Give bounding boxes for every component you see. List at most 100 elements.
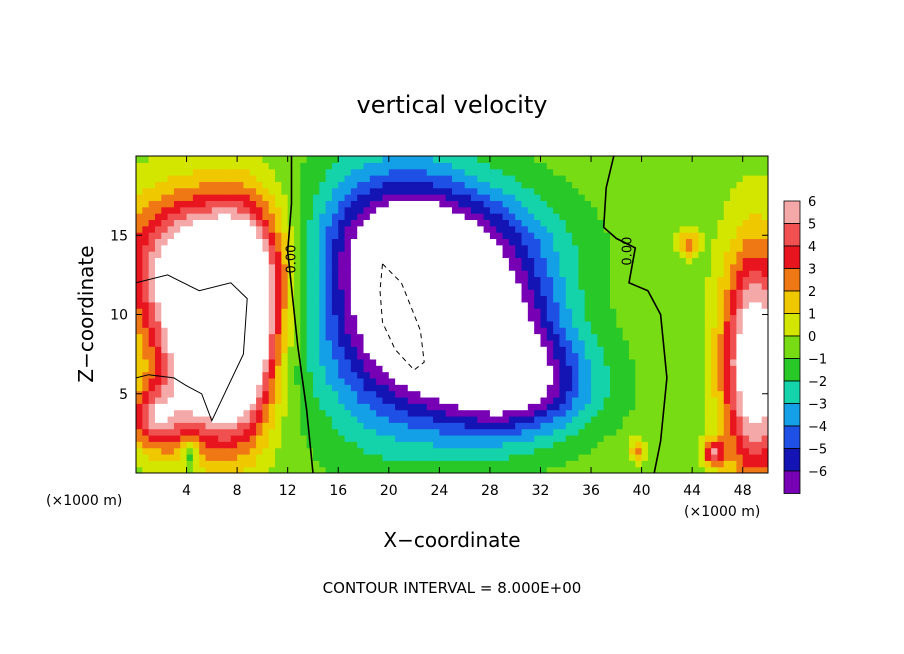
heatmap-cell xyxy=(610,396,617,404)
heatmap-cell xyxy=(338,295,346,303)
heatmap-cell xyxy=(294,346,301,354)
heatmap-cell xyxy=(357,434,365,442)
heatmap-cell xyxy=(275,346,282,354)
heatmap-cell xyxy=(452,282,459,290)
heatmap-cell xyxy=(553,276,561,284)
heatmap-cell xyxy=(420,282,428,290)
heatmap-cell xyxy=(559,339,567,347)
heatmap-cell xyxy=(647,263,655,271)
heatmap-cell xyxy=(483,263,491,271)
heatmap-cell xyxy=(578,390,586,398)
heatmap-cell xyxy=(761,339,768,347)
heatmap-cell xyxy=(502,213,510,220)
heatmap-cell xyxy=(388,346,396,354)
heatmap-cell xyxy=(515,244,523,252)
heatmap-cell xyxy=(306,428,314,436)
heatmap-cell xyxy=(470,194,478,201)
heatmap-cell xyxy=(395,162,403,170)
heatmap-cell xyxy=(243,314,251,322)
heatmap-cell xyxy=(628,460,636,468)
heatmap-cell xyxy=(426,453,434,461)
heatmap-cell xyxy=(294,213,301,220)
heatmap-cell xyxy=(452,327,459,335)
heatmap-cell xyxy=(256,187,263,195)
heatmap-cell xyxy=(578,346,586,354)
heatmap-cell xyxy=(218,270,226,278)
heatmap-cell xyxy=(477,434,485,442)
heatmap-cell xyxy=(496,238,504,246)
heatmap-cell xyxy=(458,175,466,182)
heatmap-cell xyxy=(635,441,643,449)
heatmap-cell xyxy=(243,428,251,436)
heatmap-cell xyxy=(300,428,308,436)
heatmap-cell xyxy=(515,403,523,411)
heatmap-cell xyxy=(565,422,573,430)
heatmap-cell xyxy=(363,175,371,182)
heatmap-cell xyxy=(192,352,200,360)
heatmap-cell xyxy=(331,276,339,284)
heatmap-cell xyxy=(186,270,194,278)
heatmap-cell xyxy=(723,276,731,284)
heatmap-cell xyxy=(256,162,263,170)
heatmap-cell xyxy=(445,308,453,316)
heatmap-cell xyxy=(616,206,624,214)
heatmap-cell xyxy=(622,162,630,170)
heatmap-cell xyxy=(369,187,377,195)
heatmap-cell xyxy=(527,447,535,455)
heatmap-cell xyxy=(610,162,617,170)
heatmap-cell xyxy=(654,194,662,201)
heatmap-cell xyxy=(692,415,700,423)
heatmap-cell xyxy=(395,339,403,347)
heatmap-cell xyxy=(470,327,478,335)
heatmap-cell xyxy=(224,333,232,341)
heatmap-cell xyxy=(654,466,662,473)
heatmap-cell xyxy=(641,244,649,252)
heatmap-cell xyxy=(723,447,731,455)
heatmap-cell xyxy=(376,371,384,379)
heatmap-cell xyxy=(572,168,579,176)
heatmap-cell xyxy=(647,371,655,379)
heatmap-cell xyxy=(306,206,314,214)
heatmap-cell xyxy=(237,308,245,316)
heatmap-cell xyxy=(717,320,725,328)
heatmap-cell xyxy=(142,441,150,449)
heatmap-cell xyxy=(755,422,763,430)
heatmap-cell xyxy=(742,263,750,271)
heatmap-cell xyxy=(666,365,674,373)
heatmap-cell xyxy=(249,390,257,398)
heatmap-cell xyxy=(730,441,737,449)
heatmap-cell xyxy=(136,263,143,271)
heatmap-cell xyxy=(350,333,358,341)
heatmap-cell xyxy=(572,244,579,252)
heatmap-cell xyxy=(692,384,700,392)
heatmap-cell xyxy=(470,219,478,227)
heatmap-cell xyxy=(470,453,478,461)
heatmap-cell xyxy=(717,232,725,240)
heatmap-cell xyxy=(319,270,327,278)
heatmap-cell xyxy=(325,200,333,208)
heatmap-cell xyxy=(161,428,169,436)
heatmap-cell xyxy=(161,415,169,423)
heatmap-cell xyxy=(199,466,207,473)
heatmap-cell xyxy=(610,428,617,436)
heatmap-cell xyxy=(414,352,421,360)
heatmap-cell xyxy=(281,156,289,163)
heatmap-cell xyxy=(496,371,504,379)
heatmap-cell xyxy=(477,251,485,259)
heatmap-cell xyxy=(256,365,263,373)
heatmap-cell xyxy=(281,200,289,208)
heatmap-cell xyxy=(502,314,510,322)
heatmap-cell xyxy=(287,289,295,297)
heatmap-cell xyxy=(477,295,485,303)
heatmap-cell xyxy=(369,244,377,252)
heatmap-cell xyxy=(407,396,415,404)
heatmap-cell xyxy=(369,175,377,182)
heatmap-cell xyxy=(673,441,681,449)
heatmap-cell xyxy=(376,168,384,176)
heatmap-cell xyxy=(433,257,440,265)
heatmap-cell xyxy=(565,460,573,468)
heatmap-cell xyxy=(369,301,377,309)
heatmap-cell xyxy=(148,390,156,398)
heatmap-cell xyxy=(445,352,453,360)
heatmap-cell xyxy=(344,327,352,335)
